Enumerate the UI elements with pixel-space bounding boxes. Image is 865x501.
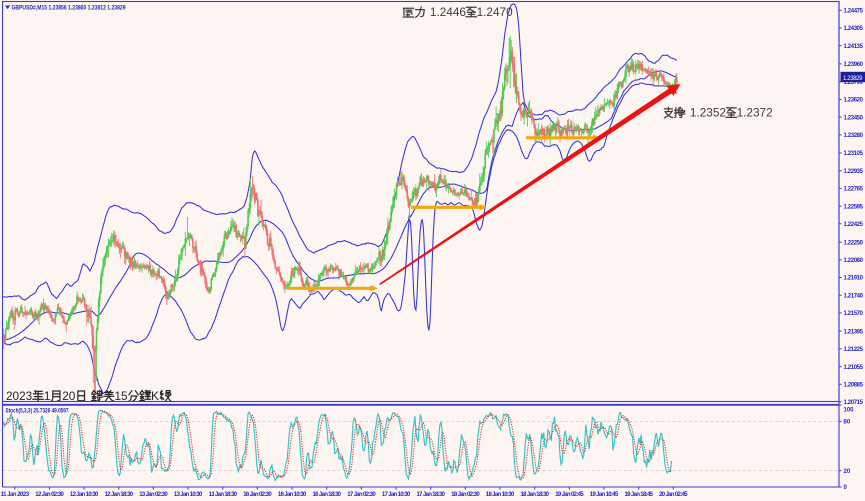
- svg-text:1.21740: 1.21740: [844, 293, 864, 299]
- svg-text:12 Jan 18:30: 12 Jan 18:30: [105, 492, 134, 498]
- svg-text:1.2372: 1.2372: [737, 105, 773, 119]
- svg-text:17 Jan 10:30: 17 Jan 10:30: [382, 492, 411, 498]
- svg-text:100: 100: [844, 407, 855, 413]
- svg-text:16 Jan 10:30: 16 Jan 10:30: [278, 492, 307, 498]
- svg-text:20: 20: [62, 389, 76, 403]
- svg-text:18 Jan 18:30: 18 Jan 18:30: [521, 492, 550, 498]
- svg-text:1.24135: 1.24135: [844, 44, 864, 50]
- svg-text:1.21055: 1.21055: [844, 365, 864, 371]
- svg-text:13 Jan 18:30: 13 Jan 18:30: [209, 492, 238, 498]
- svg-text:1.23829: 1.23829: [843, 76, 863, 82]
- svg-text:1.23790: 1.23790: [844, 80, 864, 86]
- svg-text:1.22765: 1.22765: [844, 187, 864, 193]
- svg-text:11 Jan 2023: 11 Jan 2023: [1, 492, 30, 498]
- svg-text:15: 15: [115, 389, 129, 403]
- svg-text:1.21570: 1.21570: [844, 311, 864, 317]
- svg-text:13 Jan 10:30: 13 Jan 10:30: [174, 492, 203, 498]
- svg-text:1.23450: 1.23450: [844, 115, 864, 121]
- svg-text:18 Jan 02:30: 18 Jan 02:30: [451, 492, 480, 498]
- svg-text:1.22935: 1.22935: [844, 169, 864, 175]
- svg-text:20 Jan 02:45: 20 Jan 02:45: [659, 492, 688, 498]
- svg-text:1.20715: 1.20715: [844, 400, 864, 406]
- svg-text:19 Jan 18:45: 19 Jan 18:45: [625, 492, 654, 498]
- svg-text:1.22080: 1.22080: [844, 258, 864, 264]
- svg-text:1.24305: 1.24305: [844, 26, 864, 32]
- svg-text:1.23620: 1.23620: [844, 98, 864, 104]
- svg-text:K: K: [151, 389, 159, 403]
- svg-text:0: 0: [844, 485, 848, 491]
- svg-text:1.2470: 1.2470: [477, 5, 514, 19]
- svg-text:19 Jan 10:45: 19 Jan 10:45: [590, 492, 619, 498]
- svg-text:1.21910: 1.21910: [844, 276, 864, 282]
- svg-text:1.23280: 1.23280: [844, 133, 864, 139]
- svg-text:1.20885: 1.20885: [844, 383, 864, 389]
- svg-text:17 Jan 18:30: 17 Jan 18:30: [417, 492, 446, 498]
- svg-text:13 Jan 02:30: 13 Jan 02:30: [139, 492, 168, 498]
- svg-text:1.2352: 1.2352: [690, 105, 726, 119]
- svg-text:Stoch(5,3,3) 25.7326 49.0597: Stoch(5,3,3) 25.7326 49.0597: [6, 408, 69, 415]
- svg-text:1: 1: [44, 389, 51, 403]
- svg-text:1.22425: 1.22425: [844, 222, 864, 228]
- svg-text:GBPUSD#,M15 1.23856 1.23860 1: GBPUSD#,M15 1.23856 1.23860 1.23812 1.23…: [12, 4, 126, 11]
- svg-text:1.23105: 1.23105: [844, 151, 864, 157]
- svg-text:19 Jan 02:45: 19 Jan 02:45: [555, 492, 584, 498]
- svg-text:1.22250: 1.22250: [844, 240, 864, 246]
- svg-text:12 Jan 10:30: 12 Jan 10:30: [70, 492, 99, 498]
- svg-text:20: 20: [844, 469, 851, 475]
- svg-text:16 Jan 02:30: 16 Jan 02:30: [243, 492, 272, 498]
- svg-text:1.21225: 1.21225: [844, 347, 864, 353]
- svg-text:17 Jan 02:30: 17 Jan 02:30: [347, 492, 376, 498]
- svg-text:16 Jan 18:30: 16 Jan 18:30: [313, 492, 342, 498]
- svg-text:1.21395: 1.21395: [844, 329, 864, 335]
- svg-text:2023: 2023: [6, 389, 33, 403]
- svg-text:12 Jan 02:30: 12 Jan 02:30: [35, 492, 64, 498]
- svg-text:1.22595: 1.22595: [844, 204, 864, 210]
- svg-text:1.24475: 1.24475: [844, 9, 864, 15]
- svg-text:1.2446: 1.2446: [430, 5, 467, 19]
- svg-text:18 Jan 10:30: 18 Jan 10:30: [486, 492, 515, 498]
- svg-text:1.23960: 1.23960: [844, 62, 864, 68]
- svg-text:80: 80: [844, 420, 851, 426]
